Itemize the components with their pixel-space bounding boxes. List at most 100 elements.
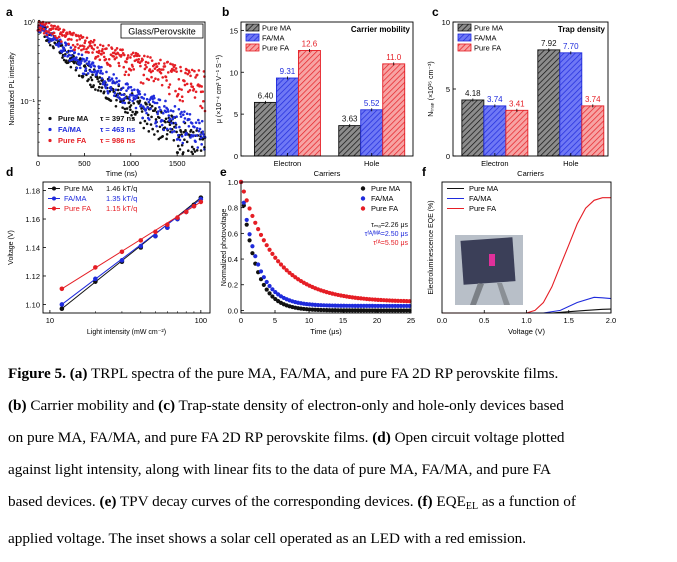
pl-data-point <box>51 38 55 42</box>
pl-data-point <box>176 144 180 148</box>
tpv-data-point <box>247 232 252 237</box>
tpv-series-2 <box>238 179 412 309</box>
pl-data-point <box>125 60 128 64</box>
pl-data-point <box>169 127 172 131</box>
pl-data-point <box>109 64 112 68</box>
pl-data-point <box>138 92 142 96</box>
pl-data-point <box>115 98 118 102</box>
pl-data-point <box>76 58 79 62</box>
pl-data-point <box>92 47 95 51</box>
caption-text: Trap-state density of electron-only and … <box>175 397 564 414</box>
caption-line: against light intensity, along with line… <box>8 454 672 486</box>
caption-line: Figure 5. (a) TRPL spectra of the pure M… <box>8 358 672 390</box>
pl-data-point <box>75 56 78 59</box>
pl-data-point <box>127 101 131 104</box>
pl-data-point <box>202 133 205 136</box>
pl-data-point <box>151 69 154 73</box>
pl-data-point <box>61 34 64 37</box>
pl-data-point <box>156 129 159 133</box>
voc-data-point <box>198 199 204 205</box>
legend-name: FA/MA <box>64 194 87 203</box>
legend-label: FA/MA <box>371 194 394 203</box>
x-tick-label: 25 <box>407 316 415 325</box>
pl-data-point <box>150 75 153 79</box>
pl-data-point <box>56 25 60 28</box>
x-tick-label: 100 <box>195 316 208 325</box>
pl-data-point <box>153 96 156 100</box>
pl-data-point <box>158 67 161 71</box>
tpv-series-3 <box>238 179 412 304</box>
pl-data-point <box>115 77 118 80</box>
pl-data-point <box>64 34 68 38</box>
pl-data-point <box>190 145 194 149</box>
pl-data-point <box>143 67 147 71</box>
y-tick-label: 0 <box>446 152 450 161</box>
pl-data-point <box>137 58 141 61</box>
pl-data-point <box>116 95 119 99</box>
x-tick-label: 0 <box>239 316 243 325</box>
pl-data-point <box>131 99 134 103</box>
pl-data-point <box>197 129 201 133</box>
pl-data-point <box>48 31 51 35</box>
pl-data-point <box>185 68 188 72</box>
pl-data-point <box>134 113 137 116</box>
x-tick-label: 0.0 <box>437 316 447 325</box>
tpv-data-point <box>273 255 278 260</box>
pl-data-point <box>105 83 109 87</box>
tpv-data-point <box>278 262 284 267</box>
pl-data-point <box>117 64 121 68</box>
pl-data-point <box>154 77 157 81</box>
pl-data-point <box>184 129 187 132</box>
caption-bold-label: (e) <box>99 493 117 510</box>
tpv-data-point <box>261 275 266 280</box>
pl-data-point <box>156 110 160 113</box>
pl-data-point <box>155 101 159 105</box>
pl-data-point <box>42 27 45 31</box>
pl-data-point <box>192 87 196 91</box>
caption-text: TPV decay curves of the corresponding de… <box>116 493 418 510</box>
pl-data-point <box>195 149 199 152</box>
pl-data-point <box>79 66 82 70</box>
panel-c: 4.18 3.74 3.41 Electron 7.92 7.70 3.74 Hole 0 5 10… <box>428 18 609 178</box>
pl-data-point <box>91 73 94 77</box>
pl-data-point <box>131 65 134 68</box>
pl-data-point <box>129 108 132 112</box>
y-tick-label: 10 <box>442 18 450 27</box>
legend-marker <box>52 206 56 211</box>
pl-data-point <box>124 96 127 99</box>
pl-data-point <box>62 49 65 53</box>
tpv-data-point <box>261 238 266 243</box>
pl-data-point <box>68 49 72 53</box>
tpv-data-point <box>261 282 266 288</box>
pl-data-point <box>68 59 72 62</box>
pl-data-point <box>198 121 201 125</box>
y-axis-label: Nₜᵣₐₚ (×10¹⁵ cm⁻³) <box>428 61 435 116</box>
pl-data-point <box>188 113 192 116</box>
pl-data-point <box>173 64 177 67</box>
pl-data-point <box>57 45 60 48</box>
pl-data-point <box>152 79 156 83</box>
pl-data-point <box>200 143 203 146</box>
pl-data-point <box>129 56 132 59</box>
legend-label: FA/MA <box>262 34 285 43</box>
pl-data-point <box>131 51 135 55</box>
inset-red-emission <box>489 254 495 266</box>
voc-data-point <box>59 302 65 307</box>
pl-data-point <box>98 58 102 62</box>
pl-data-point <box>149 107 152 111</box>
pl-data-point <box>175 115 178 119</box>
bar-electron-1 <box>253 101 277 157</box>
pl-data-point <box>139 81 143 84</box>
bar-value-label: 3.74 <box>585 95 601 104</box>
pl-data-point <box>96 89 100 92</box>
pl-data-point <box>190 122 194 125</box>
x-tick-label: 15 <box>339 316 347 325</box>
pl-data-point <box>168 83 172 86</box>
bar-value-label: 7.70 <box>563 42 579 51</box>
pl-data-point <box>65 42 68 46</box>
pl-data-point <box>145 103 148 106</box>
pl-data-point <box>126 56 129 60</box>
y-tick-label: 1.0 <box>228 178 238 187</box>
x-tick-label: 10 <box>305 316 313 325</box>
caption-line: (b) Carrier mobility and (c) Trap-state … <box>8 390 672 422</box>
